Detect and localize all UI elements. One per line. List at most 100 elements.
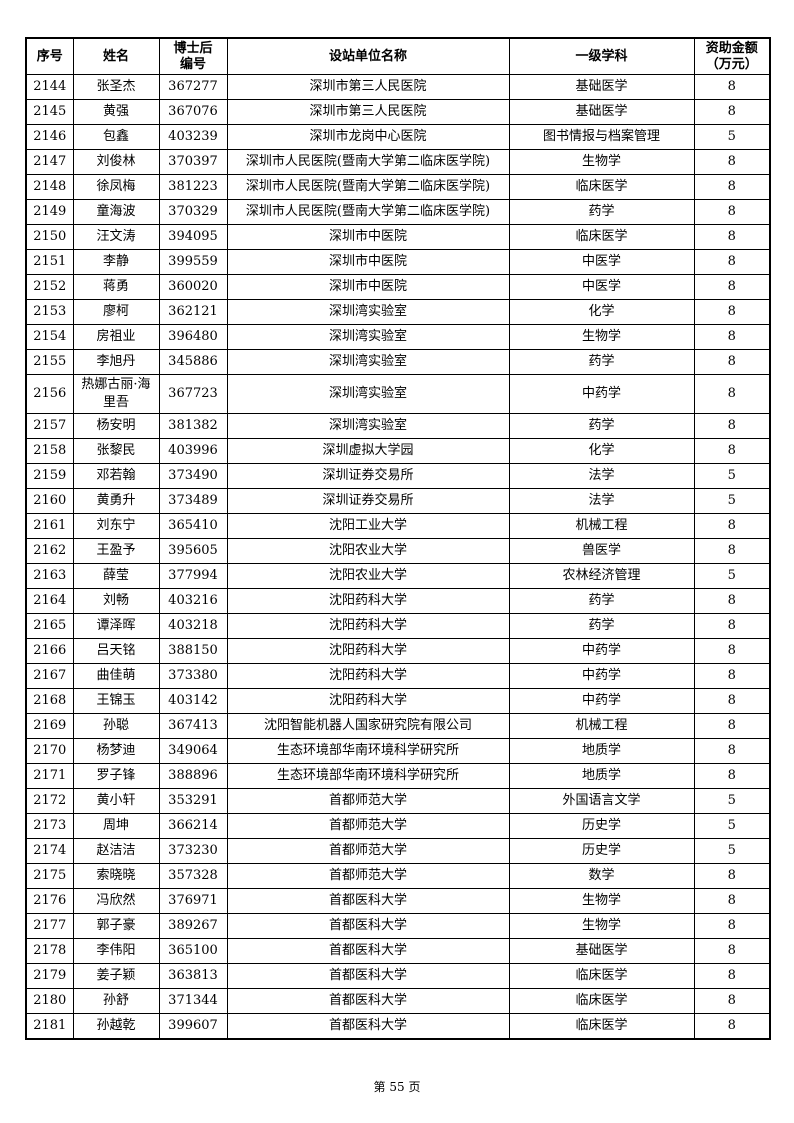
- table-cell: 2154: [25, 324, 74, 350]
- table-row: 2170 杨梦迪 349064 生态环境部华南环境科学研究所 地质学 8: [25, 738, 771, 764]
- table-cell: 360020: [158, 274, 228, 300]
- table-cell: 沈阳药科大学: [226, 688, 510, 714]
- table-cell: 化学: [508, 438, 695, 464]
- header-text: 姓名: [102, 48, 129, 64]
- table-cell: 首都医科大学: [226, 963, 510, 989]
- table-cell: 吕天铭: [72, 638, 160, 664]
- table-cell: 李静: [72, 249, 160, 275]
- table-cell: 曲佳萌: [72, 663, 160, 689]
- table-cell: 8: [693, 274, 771, 300]
- table-cell: 基础医学: [508, 74, 695, 100]
- table-cell: 8: [693, 913, 771, 939]
- table-cell: 8: [693, 963, 771, 989]
- table-cell: 373490: [158, 463, 228, 489]
- table-row: 2144 张圣杰 367277 深圳市第三人民医院 基础医学 8: [25, 74, 771, 100]
- table-cell: 药学: [508, 613, 695, 639]
- table-cell: 5: [693, 788, 771, 814]
- table-cell: 历史学: [508, 838, 695, 864]
- table-row: 2153 廖柯 362121 深圳湾实验室 化学 8: [25, 299, 771, 325]
- table-cell: 深圳证券交易所: [226, 488, 510, 514]
- table-cell: 394095: [158, 224, 228, 250]
- header-cell: 序号: [25, 37, 74, 75]
- table-cell: 8: [693, 224, 771, 250]
- table-row: 2158 张黎民 403996 深圳虚拟大学园 化学 8: [25, 438, 771, 464]
- table-cell: 8: [693, 538, 771, 564]
- table-cell: 2164: [25, 588, 74, 614]
- table-cell: 临床医学: [508, 988, 695, 1014]
- table-cell: 中药学: [508, 374, 695, 414]
- page-footer: 第 55 页: [373, 1080, 421, 1094]
- table-body: 2144 张圣杰 367277 深圳市第三人民医院 基础医学 8 2145 黄强 367076 深…: [25, 74, 771, 1040]
- table-cell: 2174: [25, 838, 74, 864]
- table-cell: 2156: [25, 374, 74, 414]
- table-cell: 刘畅: [72, 588, 160, 614]
- header-cell: 姓名: [72, 37, 160, 75]
- table-cell: 中药学: [508, 663, 695, 689]
- table-cell: 8: [693, 299, 771, 325]
- table-cell: 2153: [25, 299, 74, 325]
- table-cell: 深圳市龙岗中心医院: [226, 124, 510, 150]
- table-cell: 8: [693, 688, 771, 714]
- table: 序号 姓名 博士后 编号 设站单位名称 一级学科 资助金额 （万元） 2144 张圣杰 36727…: [25, 37, 771, 1040]
- table-cell: 403142: [158, 688, 228, 714]
- table-cell: 362121: [158, 299, 228, 325]
- table-cell: 沈阳工业大学: [226, 513, 510, 539]
- table-cell: 临床医学: [508, 963, 695, 989]
- table-cell: 生物学: [508, 149, 695, 175]
- table-row: 2178 李伟阳 365100 首都医科大学 基础医学 8: [25, 938, 771, 964]
- table-cell: 机械工程: [508, 713, 695, 739]
- table-cell: 2181: [25, 1013, 74, 1040]
- table-cell: 深圳市中医院: [226, 274, 510, 300]
- table-row: 2175 索晓晓 357328 首都师范大学 数学 8: [25, 863, 771, 889]
- table-row: 2172 黄小轩 353291 首都师范大学 外国语言文学 5: [25, 788, 771, 814]
- table-cell: 5: [693, 463, 771, 489]
- table-cell: 图书情报与档案管理: [508, 124, 695, 150]
- header-text: 序号: [36, 48, 63, 64]
- table-cell: 8: [693, 638, 771, 664]
- table-cell: 沈阳智能机器人国家研究院有限公司: [226, 713, 510, 739]
- table-cell: 8: [693, 99, 771, 125]
- table-cell: 8: [693, 374, 771, 414]
- table-cell: 深圳湾实验室: [226, 299, 510, 325]
- table-cell: 363813: [158, 963, 228, 989]
- table-cell: 8: [693, 738, 771, 764]
- table-cell: 中医学: [508, 249, 695, 275]
- table-cell: 388150: [158, 638, 228, 664]
- table-cell: 深圳市人民医院(暨南大学第二临床医学院): [226, 199, 510, 225]
- header-text: 设站单位名称: [328, 48, 407, 64]
- table-cell: 地质学: [508, 738, 695, 764]
- table-row: 2146 包鑫 403239 深圳市龙岗中心医院 图书情报与档案管理 5: [25, 124, 771, 150]
- table-cell: 热娜古丽·海里吾: [72, 374, 160, 414]
- table-cell: 367277: [158, 74, 228, 100]
- table-cell: 刘东宁: [72, 513, 160, 539]
- table-cell: 化学: [508, 299, 695, 325]
- table-cell: 索晓晓: [72, 863, 160, 889]
- table-cell: 399559: [158, 249, 228, 275]
- table-cell: 353291: [158, 788, 228, 814]
- table-cell: 周坤: [72, 813, 160, 839]
- table-cell: 沈阳农业大学: [226, 563, 510, 589]
- table-cell: 深圳湾实验室: [226, 374, 510, 414]
- table-cell: 2147: [25, 149, 74, 175]
- table-cell: 临床医学: [508, 1013, 695, 1040]
- table-cell: 黄强: [72, 99, 160, 125]
- table-row: 2147 刘俊林 370397 深圳市人民医院(暨南大学第二临床医学院) 生物学 8: [25, 149, 771, 175]
- table-cell: 2180: [25, 988, 74, 1014]
- table-cell: 沈阳药科大学: [226, 663, 510, 689]
- table-cell: 8: [693, 174, 771, 200]
- table-cell: 365410: [158, 513, 228, 539]
- table-cell: 403996: [158, 438, 228, 464]
- table-cell: 包鑫: [72, 124, 160, 150]
- table-cell: 2158: [25, 438, 74, 464]
- table-cell: 8: [693, 413, 771, 439]
- header-text: 资助金额: [705, 40, 758, 56]
- table-cell: 药学: [508, 199, 695, 225]
- table-row: 2164 刘畅 403216 沈阳药科大学 药学 8: [25, 588, 771, 614]
- header-cell: 设站单位名称: [226, 37, 510, 75]
- table-cell: 沈阳药科大学: [226, 638, 510, 664]
- table-cell: 沈阳农业大学: [226, 538, 510, 564]
- table-cell: 2169: [25, 713, 74, 739]
- table-cell: 2172: [25, 788, 74, 814]
- table-cell: 首都医科大学: [226, 913, 510, 939]
- table-cell: 深圳湾实验室: [226, 349, 510, 375]
